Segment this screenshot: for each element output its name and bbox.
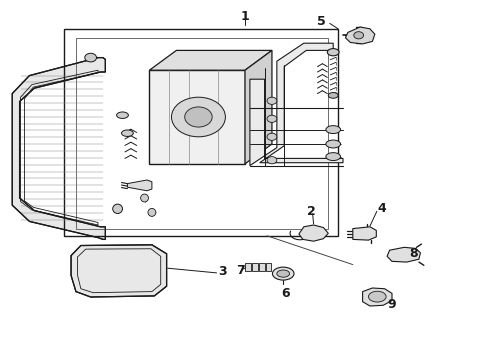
- Ellipse shape: [117, 112, 128, 118]
- Bar: [266, 263, 271, 271]
- Bar: [252, 263, 258, 271]
- Circle shape: [267, 115, 277, 122]
- Text: 4: 4: [378, 202, 387, 215]
- Circle shape: [267, 97, 277, 104]
- Ellipse shape: [141, 194, 148, 202]
- Text: 1: 1: [241, 10, 249, 23]
- Text: 8: 8: [409, 247, 417, 260]
- Text: 3: 3: [219, 265, 227, 278]
- Ellipse shape: [122, 130, 133, 136]
- Polygon shape: [250, 43, 343, 166]
- Polygon shape: [299, 225, 328, 241]
- Text: 7: 7: [236, 264, 245, 277]
- Circle shape: [85, 53, 97, 62]
- Ellipse shape: [326, 140, 341, 148]
- Ellipse shape: [113, 204, 122, 213]
- Bar: [64, 29, 338, 236]
- Circle shape: [267, 157, 277, 164]
- Polygon shape: [71, 245, 167, 297]
- Ellipse shape: [148, 208, 156, 216]
- Polygon shape: [127, 180, 152, 191]
- Polygon shape: [353, 227, 376, 240]
- Text: 6: 6: [281, 287, 290, 300]
- Circle shape: [172, 97, 225, 137]
- Polygon shape: [12, 58, 105, 239]
- Text: 5: 5: [317, 15, 325, 28]
- Ellipse shape: [327, 49, 339, 56]
- Ellipse shape: [277, 270, 290, 277]
- Polygon shape: [387, 247, 420, 262]
- Ellipse shape: [328, 93, 338, 98]
- Ellipse shape: [368, 291, 386, 302]
- Polygon shape: [345, 27, 375, 44]
- Polygon shape: [363, 288, 392, 306]
- Bar: [76, 38, 328, 229]
- Circle shape: [185, 107, 212, 127]
- Ellipse shape: [326, 126, 341, 134]
- Text: 9: 9: [388, 298, 396, 311]
- Bar: [245, 263, 251, 271]
- Circle shape: [354, 32, 364, 39]
- Polygon shape: [245, 50, 272, 164]
- Ellipse shape: [272, 267, 294, 280]
- Polygon shape: [149, 50, 272, 70]
- Bar: [259, 263, 265, 271]
- Bar: [149, 70, 245, 164]
- Text: 2: 2: [307, 205, 316, 218]
- Ellipse shape: [326, 153, 341, 161]
- Circle shape: [267, 133, 277, 140]
